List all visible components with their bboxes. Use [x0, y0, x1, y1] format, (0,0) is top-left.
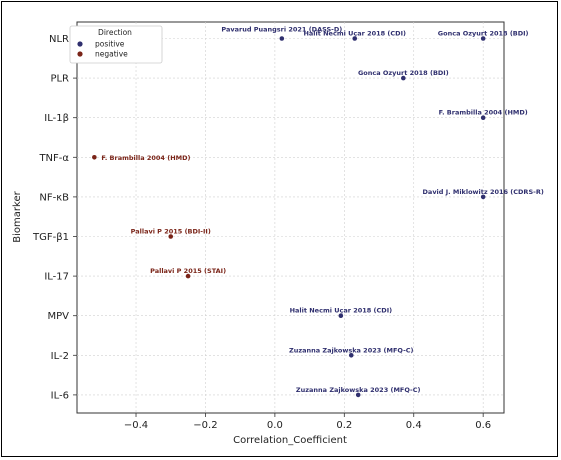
x-axis-title: Correlation_Coefficient [233, 435, 347, 446]
legend-marker-negative [77, 51, 83, 57]
x-tick-label: −0.2 [193, 420, 217, 431]
y-tick-label: IL-6 [51, 390, 69, 401]
grid-lines [77, 22, 504, 413]
y-axis-title: Biomarker [12, 190, 23, 242]
y-tick-label: TNF-α [38, 153, 69, 164]
legend-title: Direction [98, 28, 132, 37]
y-tick-label: TGF-β1 [32, 232, 69, 243]
data-label: Pavarud Puangsri 2021 (DASS-D) [221, 26, 342, 34]
x-tick-label: 0.6 [475, 420, 491, 431]
y-axis: NLR PLR IL-1β TNF-α NF-κB TGF-β1 IL-17 MPV IL-2 I… [32, 34, 77, 401]
data-label: Pallavi P 2015 (BDI-II) [131, 228, 211, 236]
legend-marker-positive [77, 41, 83, 47]
data-label: F. Brambilla 2004 (HMD) [101, 154, 190, 162]
legend-box [69, 25, 163, 64]
data-point [348, 353, 354, 358]
legend-label-positive: positive [95, 40, 125, 49]
y-tick-label: NF-κB [39, 192, 69, 203]
y-tick-label: MPV [48, 311, 70, 322]
data-points: Pavarud Puangsri 2021 (DASS-D)Halit Necm… [92, 26, 544, 398]
data-label: Halit Necmi Uçar 2018 (CDI) [303, 30, 406, 38]
data-point [480, 36, 486, 41]
data-point [480, 115, 486, 120]
y-tick-label: NLR [49, 34, 69, 45]
data-label: Gonca Ozyurt 2018 (BDI) [358, 69, 449, 77]
data-point [279, 36, 285, 41]
data-point [480, 194, 486, 200]
data-label: Zuzanna Zajkowska 2023 (MFQ-C) [296, 386, 421, 394]
x-tick-label: −0.4 [124, 420, 148, 431]
legend-label-negative: negative [95, 50, 128, 59]
data-point [92, 155, 97, 160]
x-tick-label: 0.4 [406, 420, 422, 431]
data-point [185, 273, 191, 279]
data-label: Pallavi P 2015 (STAI) [150, 267, 226, 275]
data-label: David J. Miklowitz 2016 (CDRS-R) [423, 188, 544, 196]
data-point [168, 234, 174, 239]
data-point [338, 313, 344, 319]
data-label: Zuzanna Zajkowska 2023 (MFQ-C) [289, 346, 414, 354]
x-tick-label: 0.0 [267, 420, 283, 431]
data-point [401, 75, 406, 81]
data-point [355, 392, 361, 398]
data-label: Halit Necmi Uçar 2018 (CDI) [290, 307, 393, 315]
y-tick-label: IL-1β [44, 113, 69, 124]
y-tick-label: PLR [50, 74, 69, 85]
data-label: Gonca Ozyurt 2018 (BDI) [438, 30, 529, 38]
y-tick-label: IL-17 [44, 272, 69, 283]
y-tick-label: IL-2 [51, 351, 69, 362]
x-axis: −0.4 −0.2 0.0 0.2 0.4 0.6 [124, 413, 491, 431]
data-point [352, 36, 358, 41]
plot-area [76, 21, 505, 414]
data-label: F. Brambilla 2004 (HMD) [439, 109, 528, 117]
x-tick-label: 0.2 [336, 420, 352, 431]
legend: Direction positive negative [69, 25, 163, 64]
